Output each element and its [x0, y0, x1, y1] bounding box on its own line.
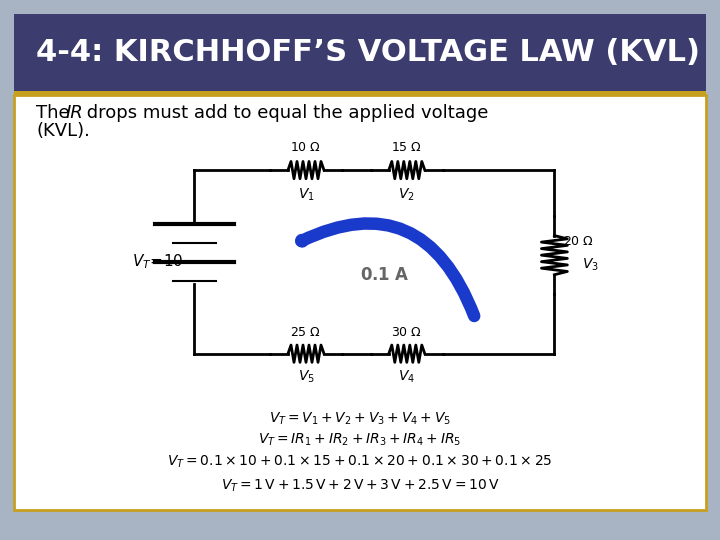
Text: $V_T\!=\!10$: $V_T\!=\!10$	[132, 253, 184, 271]
Text: $V_T = 0.1 \times 10 + 0.1 \times 15 + 0.1 \times 20 + 0.1 \times 30 + 0.1 \time: $V_T = 0.1 \times 10 + 0.1 \times 15 + 0…	[167, 454, 553, 470]
Text: (KVL).: (KVL).	[36, 122, 90, 140]
Text: $V_T = 1\,\mathrm{V} + 1.5\,\mathrm{V} + 2\,\mathrm{V} + 3\,\mathrm{V} + 2.5\,\m: $V_T = 1\,\mathrm{V} + 1.5\,\mathrm{V} +…	[221, 478, 499, 494]
Text: $V_T = V_1 + V_2 + V_3 + V_4 + V_5$: $V_T = V_1 + V_2 + V_3 + V_4 + V_5$	[269, 410, 451, 427]
Text: $V_5$: $V_5$	[297, 369, 315, 385]
Bar	[14, 94, 706, 510]
Text: The: The	[36, 104, 76, 123]
Bar	[14, 91, 706, 94]
Text: $10\ \Omega$: $10\ \Omega$	[290, 141, 322, 154]
Text: $20\ \Omega$: $20\ \Omega$	[563, 235, 594, 248]
Text: $V_2$: $V_2$	[398, 186, 415, 202]
FancyArrowPatch shape	[302, 224, 474, 316]
Text: drops must add to equal the applied voltage: drops must add to equal the applied volt…	[81, 104, 488, 123]
Text: IR: IR	[66, 104, 84, 123]
Text: 4-4: KIRCHHOFF’S VOLTAGE LAW (KVL): 4-4: KIRCHHOFF’S VOLTAGE LAW (KVL)	[36, 38, 700, 67]
Text: $15\ \Omega$: $15\ \Omega$	[391, 141, 423, 154]
Text: $V_4$: $V_4$	[398, 369, 415, 385]
Text: $V_3$: $V_3$	[582, 256, 598, 273]
Text: $25\ \Omega$: $25\ \Omega$	[290, 326, 322, 339]
Text: $\mathbf{0.1\ A}$: $\mathbf{0.1\ A}$	[361, 266, 410, 285]
Text: $V_1$: $V_1$	[297, 186, 315, 202]
Text: $30\ \Omega$: $30\ \Omega$	[391, 326, 423, 339]
Bar	[14, 14, 706, 92]
Text: $V_T = IR_1 + IR_2 + IR_3 + IR_4 + IR_5$: $V_T = IR_1 + IR_2 + IR_3 + IR_4 + IR_5$	[258, 432, 462, 448]
